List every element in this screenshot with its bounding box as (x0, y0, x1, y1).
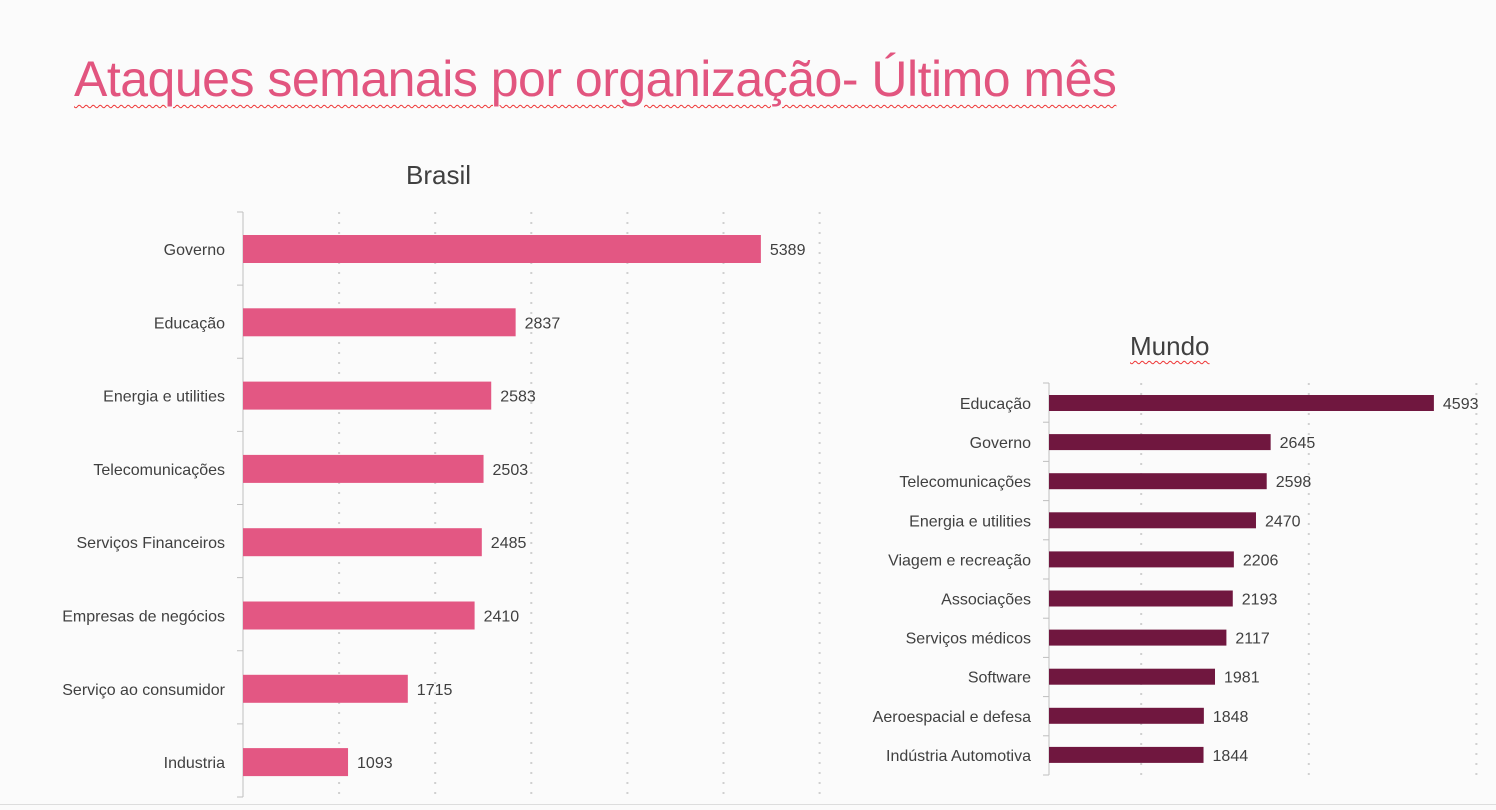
mundo-bar (1049, 668, 1216, 685)
mundo-chart-title: Mundo (1130, 331, 1210, 361)
brasil-bar (243, 454, 484, 483)
brasil-bar (243, 308, 516, 337)
mundo-data-label: 2470 (1265, 513, 1301, 530)
brasil-data-label: 2503 (493, 462, 529, 479)
mundo-data-label: 2645 (1280, 435, 1316, 452)
mundo-category-label: Aeroespacial e defesa (873, 709, 1031, 726)
mundo-category-label: Software (968, 670, 1031, 687)
brasil-bar (243, 528, 482, 557)
mundo-bar (1049, 629, 1227, 646)
mundo-category-label: Indústria Automotiva (886, 748, 1031, 765)
brasil-data-label: 2837 (525, 315, 561, 332)
brasil-category-label: Industria (164, 755, 225, 772)
mundo-bar (1049, 551, 1234, 568)
mundo-data-label: 2598 (1276, 474, 1312, 491)
mundo-data-label: 1848 (1213, 709, 1249, 726)
mundo-bar (1049, 434, 1271, 451)
brasil-data-label: 2485 (491, 535, 527, 552)
divider (0, 804, 1496, 805)
brasil-data-label: 2583 (500, 389, 536, 406)
brasil-category-label: Governo (164, 242, 225, 259)
mundo-category-label: Telecomunicações (899, 474, 1031, 491)
mundo-data-label: 4593 (1443, 396, 1479, 413)
mundo-category-label: Energia e utilities (909, 513, 1031, 530)
page-title: Ataques semanais por organização- Último… (74, 51, 1117, 107)
mundo-data-label: 1981 (1224, 670, 1260, 687)
mundo-bar (1049, 746, 1204, 763)
mundo-data-label: 2206 (1243, 552, 1279, 569)
brasil-data-label: 2410 (484, 609, 520, 626)
brasil-data-label: 5389 (770, 242, 806, 259)
mundo-category-label: Associações (941, 592, 1031, 609)
brasil-bar (243, 748, 349, 777)
brasil-category-label: Serviço ao consumidor (62, 682, 225, 699)
brasil-data-label: 1715 (417, 682, 453, 699)
mundo-bar (1049, 395, 1434, 411)
brasil-bar (243, 674, 408, 703)
mundo-data-label: 2193 (1242, 592, 1278, 609)
mundo-category-label: Governo (970, 435, 1031, 452)
brasil-bar (243, 235, 761, 263)
brasil-bar (243, 381, 492, 410)
mundo-data-label: 2117 (1235, 631, 1270, 648)
brasil-category-label: Empresas de negócios (62, 609, 225, 626)
mundo-category-label: Educação (960, 396, 1031, 413)
mundo-bar (1049, 512, 1256, 529)
brasil-category-label: Serviços Financeiros (77, 535, 226, 552)
mundo-bar (1049, 473, 1267, 490)
mundo-bar (1049, 590, 1233, 607)
brasil-bar (243, 601, 475, 630)
brasil-category-label: Educação (154, 315, 225, 332)
mundo-category-label: Viagem e recreação (888, 552, 1031, 569)
brasil-category-label: Telecomunicações (93, 462, 225, 479)
brasil-chart-title: Brasil (406, 160, 472, 190)
mundo-category-label: Serviços médicos (906, 631, 1031, 648)
brasil-data-label: 1093 (357, 755, 393, 772)
mundo-bar (1049, 707, 1204, 724)
brasil-category-label: Energia e utilities (103, 389, 225, 406)
mundo-data-label: 1844 (1213, 748, 1249, 765)
